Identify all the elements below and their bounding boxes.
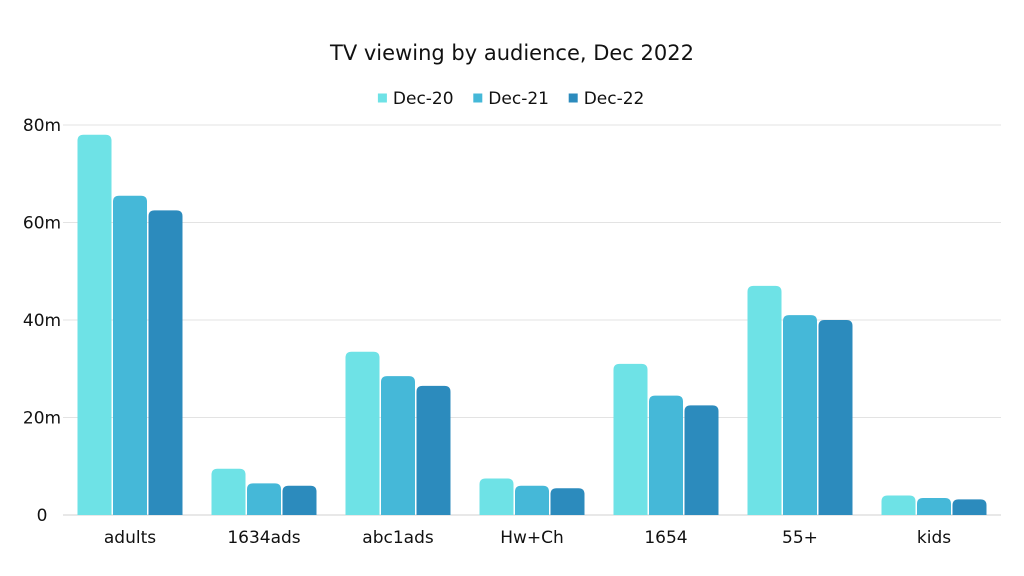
bar-1634ads-dec-21 [247,483,281,515]
bar-adults-dec-21 [113,195,147,515]
x-tick-label: kids [917,528,951,548]
legend: Dec-20 Dec-21 Dec-22 [377,89,645,109]
bar-adults-dec-22 [148,210,183,515]
bar-1634ads-dec-20 [211,468,246,515]
bar-kids-dec-20 [881,495,916,515]
bar-kids-dec-21 [917,497,951,515]
y-axis-ticks: 0 20m 40m 60m 80m [23,116,61,526]
x-tick-label: adults [104,528,156,548]
gridlines [63,124,1001,516]
legend-label: Dec-22 [584,89,645,109]
bar-1654-dec-21 [649,395,683,515]
legend-item-dec-20: Dec-20 [377,89,454,109]
x-tick-label: 1654 [644,528,687,548]
legend-swatch [377,93,387,103]
bar-abc1ads-dec-21 [381,376,415,515]
bar-55--dec-22 [818,320,853,515]
bar-55--dec-20 [747,285,782,515]
x-axis-ticks: adults 1634ads abc1ads Hw+Ch 1654 55+ kids [104,528,951,548]
x-tick-label: 1634ads [227,528,300,548]
x-tick-label: Hw+Ch [500,528,564,548]
legend-swatch [568,93,578,103]
x-tick-label: abc1ads [362,528,434,548]
legend-label: Dec-21 [488,89,549,109]
bar-hw-ch-dec-20 [479,478,514,515]
bar-hw-ch-dec-21 [515,485,549,515]
chart-title: TV viewing by audience, Dec 2022 [329,41,694,65]
y-tick-label: 0 [37,506,48,526]
bar-abc1ads-dec-20 [345,351,380,515]
bar-1654-dec-20 [613,363,648,515]
y-tick-label: 40m [23,311,61,331]
y-tick-label: 60m [23,214,61,234]
legend-label: Dec-20 [393,89,454,109]
y-tick-label: 20m [23,409,61,429]
legend-item-dec-22: Dec-22 [568,89,645,109]
bar-adults-dec-20 [77,134,112,515]
bars [77,134,987,515]
x-tick-label: 55+ [782,528,818,548]
bar-1634ads-dec-22 [282,485,317,515]
y-tick-label: 80m [23,116,61,136]
legend-item-dec-21: Dec-21 [473,89,549,109]
legend-swatch [473,93,483,103]
bar-kids-dec-22 [952,499,987,515]
bar-abc1ads-dec-22 [416,385,451,515]
bar-1654-dec-22 [684,405,719,515]
bar-55--dec-21 [783,315,817,515]
bar-hw-ch-dec-22 [550,488,585,515]
